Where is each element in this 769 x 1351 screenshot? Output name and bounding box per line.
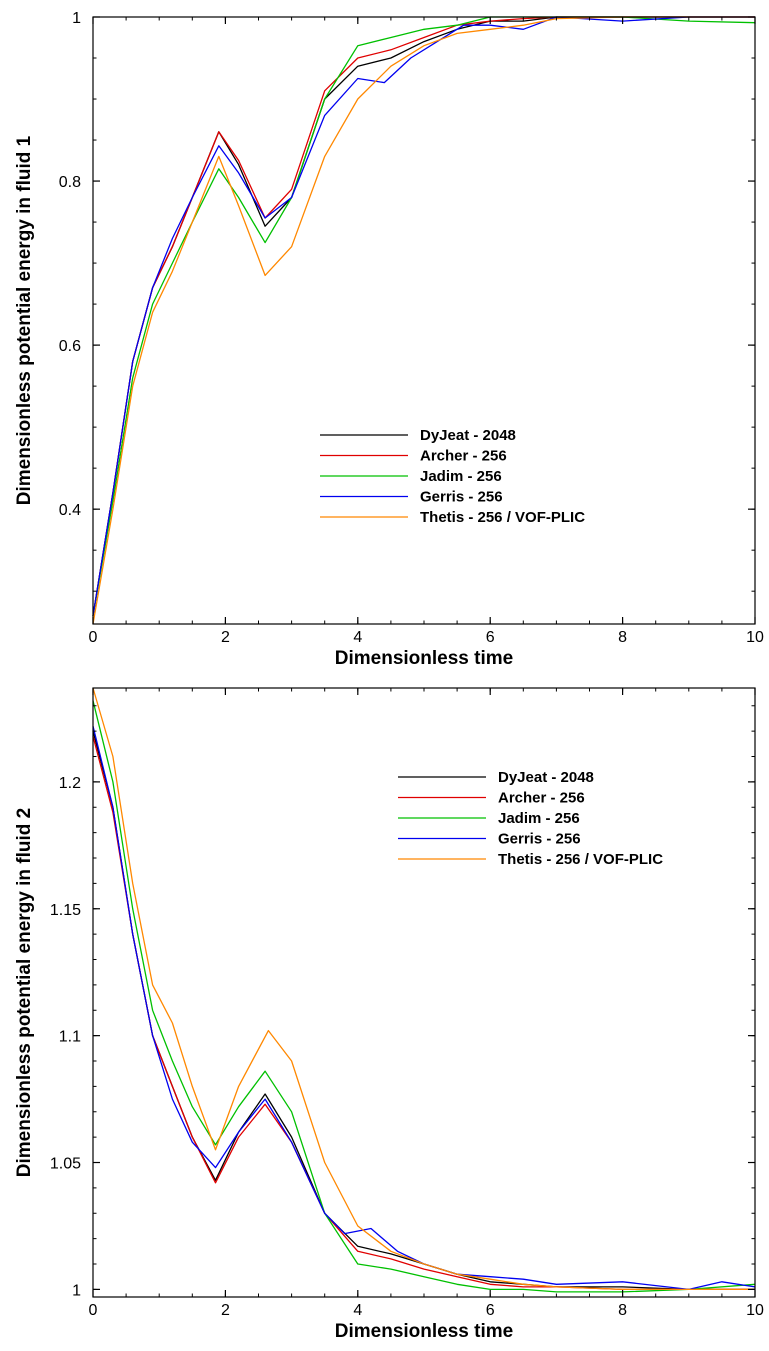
y-tick-label: 1.2 (59, 775, 81, 792)
series-line-2 (92, 736, 755, 1291)
legend-label-1: DyJeat - 2048 (498, 769, 594, 786)
series-line-3 (92, 700, 756, 1293)
legend-label-3: Jadim - 256 (498, 810, 580, 827)
legend-label-4: Gerris - 256 (420, 489, 503, 506)
y-tick-label: 0.4 (59, 502, 81, 519)
x-axis-label: Dimensionless time (335, 648, 513, 669)
x-tick-label: 2 (221, 1302, 230, 1319)
x-tick-label: 0 (89, 1302, 98, 1319)
y-tick-label: 1.1 (59, 1029, 81, 1046)
x-tick-label: 6 (486, 629, 495, 646)
y-tick-label: 1 (72, 1282, 81, 1299)
y-axis-label: Dimensionless potential energy in fluid … (14, 135, 35, 505)
chart-fluid-1: 0 2 4 6 8 10 0.4 0.6 0.8 1 Dimensionless time Dimen… (14, 10, 764, 669)
legend-label-1: DyJeat - 2048 (420, 427, 516, 444)
x-tick-label: 2 (221, 629, 230, 646)
x-tick-label: 8 (618, 1302, 627, 1319)
series-line-1 (92, 730, 755, 1291)
legend-label-5: Thetis - 256 / VOF-PLIC (498, 851, 663, 868)
legend-label-5: Thetis - 256 / VOF-PLIC (420, 509, 585, 526)
series-line-4 (92, 725, 756, 1291)
legend-label-2: Archer - 256 (498, 790, 585, 807)
x-tick-label: 10 (746, 1302, 764, 1319)
y-axis-label: Dimensionless potential energy in fluid … (14, 808, 35, 1178)
plot-frame (92, 687, 756, 1298)
series-line-5 (92, 16, 755, 625)
x-tick-label: 10 (746, 629, 764, 646)
series-line-4 (92, 16, 755, 616)
y-tick-label: 1.15 (50, 902, 81, 919)
x-tick-label: 8 (618, 629, 627, 646)
legend-label-3: Jadim - 256 (420, 468, 502, 485)
series-line-5 (92, 687, 755, 1291)
y-tick-label: 1 (72, 10, 81, 27)
x-tick-label: 4 (353, 629, 362, 646)
x-tick-label: 4 (353, 1302, 362, 1319)
y-tick-label: 0.6 (59, 338, 81, 355)
legend-label-2: Archer - 256 (420, 448, 507, 465)
x-tick-label: 6 (486, 1302, 495, 1319)
y-tick-label: 1.05 (50, 1156, 81, 1173)
legend-label-4: Gerris - 256 (498, 831, 581, 848)
chart-fluid-2: 0 2 4 6 8 10 1 1.05 1.1 1.15 1.2 Dimensionless time… (14, 687, 764, 1342)
y-tick-label: 0.8 (59, 174, 81, 191)
x-tick-label: 0 (89, 629, 98, 646)
x-axis-label: Dimensionless time (335, 1321, 513, 1342)
plot-frame (92, 16, 756, 625)
